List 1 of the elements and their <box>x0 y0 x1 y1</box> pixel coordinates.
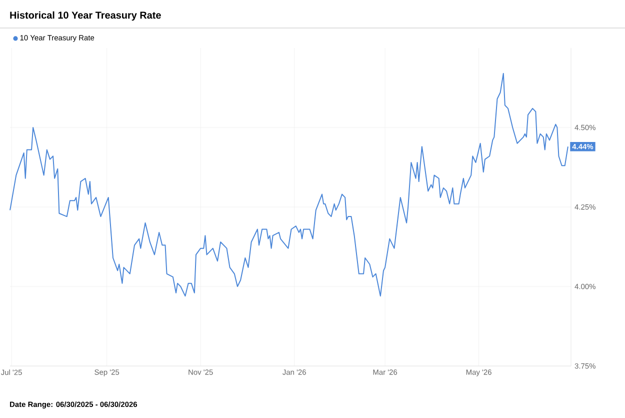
chart-title: Historical 10 Year Treasury Rate <box>10 11 161 21</box>
